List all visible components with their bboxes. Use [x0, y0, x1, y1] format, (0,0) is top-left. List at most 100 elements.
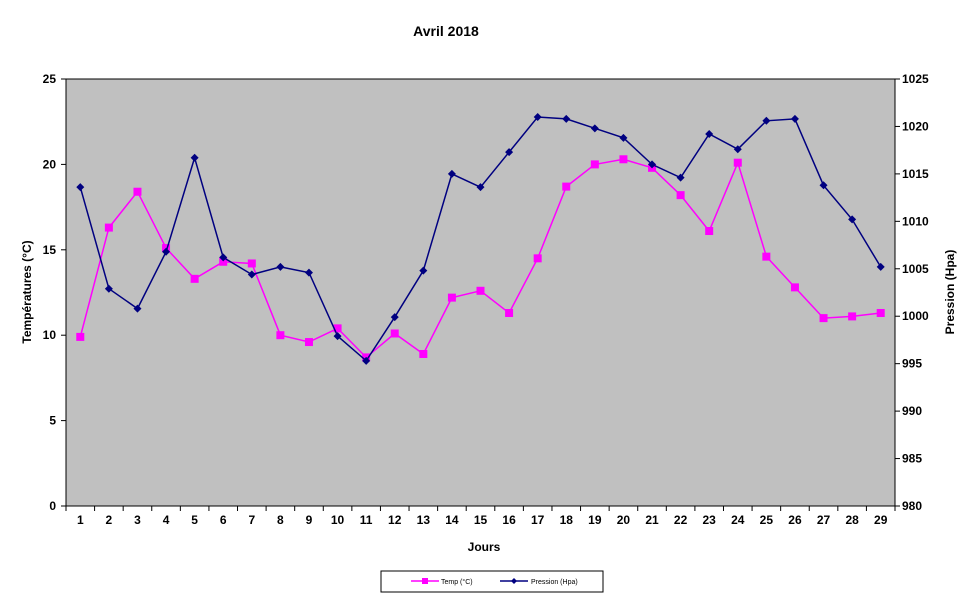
x-tick-label: 7: [248, 513, 255, 527]
temp-point: [876, 308, 885, 317]
legend-item-temp: Temp (°C): [411, 578, 473, 586]
series-layer: [76, 112, 885, 365]
pressure-point: [447, 169, 456, 178]
right-tick-label: 1010: [902, 214, 929, 228]
x-tick-label: 18: [560, 513, 574, 527]
right-tick-label: 1000: [902, 309, 929, 323]
pressure-point: [390, 313, 399, 322]
pressure-point: [762, 116, 771, 125]
x-tick-label: 8: [277, 513, 284, 527]
pressure-point: [533, 112, 542, 121]
left-tick-label: 15: [43, 243, 57, 257]
right-tick-label: 980: [902, 499, 922, 513]
x-tick-label: 4: [163, 513, 170, 527]
x-tick-label: 6: [220, 513, 227, 527]
pressure-point: [619, 133, 628, 142]
x-tick-label: 23: [703, 513, 717, 527]
x-tick-label: 25: [760, 513, 774, 527]
legend-pressure-label: Pression (Hpa): [531, 579, 578, 586]
temp-point: [304, 338, 313, 347]
right-tick-label: 990: [902, 404, 922, 418]
chart-title: Avril 2018: [413, 23, 479, 39]
pressure-point: [476, 183, 485, 192]
pressure-point: [276, 262, 285, 271]
legend: Temp (°C) Pression (Hpa): [380, 570, 604, 593]
x-tick-label: 16: [502, 513, 516, 527]
x-tick-label: 13: [417, 513, 431, 527]
temp-point: [447, 293, 456, 302]
x-tick-label: 11: [360, 513, 373, 527]
pressure-point: [848, 215, 857, 224]
temp-point: [533, 254, 542, 263]
x-tick-label: 2: [106, 513, 113, 527]
pressure-point: [190, 153, 199, 162]
temp-point: [505, 308, 514, 317]
temp-point: [276, 331, 285, 340]
right-axis: 980 985 990 995 1000 1005 1010 1015 1020 1025: [895, 72, 929, 513]
x-tick-label: 19: [588, 513, 602, 527]
legend-temp-label: Temp (°C): [441, 578, 473, 586]
right-tick-label: 1015: [902, 167, 929, 181]
pressure-point: [676, 173, 685, 182]
pressure-point: [819, 181, 828, 190]
legend-box: [380, 570, 604, 593]
x-tick-label: 1: [77, 513, 84, 527]
pressure-point: [733, 145, 742, 154]
pressure-point: [505, 148, 514, 157]
pressure-point: [876, 262, 885, 271]
temp-point: [705, 227, 714, 236]
pressure-point: [162, 247, 171, 256]
right-tick-label: 1005: [902, 262, 929, 276]
x-tick-label: 17: [531, 513, 545, 527]
temp-point: [104, 223, 113, 232]
temp-point: [133, 187, 142, 196]
temp-point: [190, 274, 199, 283]
x-tick-label: 10: [331, 513, 345, 527]
temp-point: [562, 182, 571, 191]
x-tick-label: 27: [817, 513, 831, 527]
temp-point: [333, 324, 342, 333]
pressure-point: [304, 268, 313, 277]
temp-point: [762, 252, 771, 261]
right-tick-label: 1020: [902, 119, 929, 133]
x-tick-label: 22: [674, 513, 688, 527]
pressure-point: [333, 332, 342, 341]
left-axis-label: Températures (°C): [20, 240, 34, 343]
x-tick-label: 21: [645, 513, 659, 527]
temp-point: [476, 286, 485, 295]
pressure-point: [790, 114, 799, 123]
temp-point: [419, 349, 428, 358]
legend-item-pressure: Pression (Hpa): [500, 578, 578, 586]
x-tick-label: 29: [874, 513, 888, 527]
left-tick-label: 25: [43, 72, 57, 86]
left-tick-label: 20: [43, 157, 57, 171]
right-tick-label: 995: [902, 357, 922, 371]
pressure-point: [590, 124, 599, 133]
temp-point: [819, 314, 828, 323]
x-tick-label: 12: [388, 513, 402, 527]
temp-point: [247, 259, 256, 268]
x-tick-label: 24: [731, 513, 745, 527]
x-tick-label: 26: [788, 513, 802, 527]
temp-point: [76, 332, 85, 341]
temp-point: [676, 191, 685, 200]
x-tick-label: 5: [191, 513, 198, 527]
x-tick-label: 14: [445, 513, 459, 527]
legend-temp-marker: [422, 578, 428, 584]
pressure-point: [705, 130, 714, 139]
temp-point: [219, 257, 228, 266]
pressure-point: [76, 183, 85, 192]
x-axis: 1 2 3 4 5 6 7 8 9 10 11 12 13 14 15 16 17 18 19 20 21 22 23 24 2…: [65, 506, 896, 527]
x-tick-label: 15: [474, 513, 488, 527]
x-tick-label: 20: [617, 513, 631, 527]
pressure-point: [247, 270, 256, 279]
left-tick-label: 5: [49, 414, 56, 428]
temp-point: [733, 158, 742, 167]
temp-point: [390, 329, 399, 338]
pressure-point: [133, 304, 142, 313]
pressure-point: [219, 253, 228, 262]
left-axis: 0 5 10 15 20 25: [43, 72, 66, 513]
pressure-point: [562, 114, 571, 123]
pressure-point: [648, 160, 657, 169]
